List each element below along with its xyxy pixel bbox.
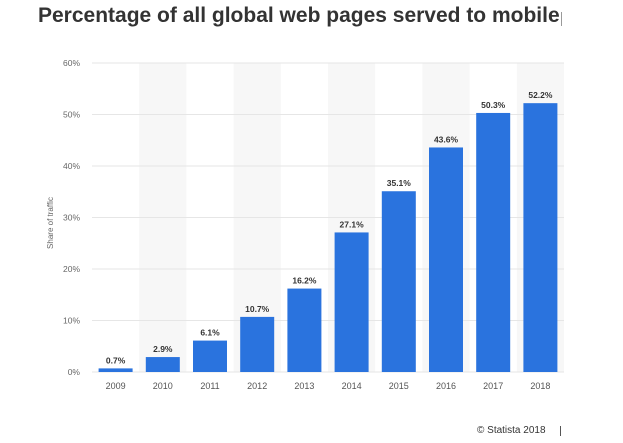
y-axis-label: Share of traffic bbox=[46, 197, 55, 249]
data-label-2016: 43.6% bbox=[434, 134, 459, 144]
bar-2010 bbox=[145, 357, 180, 372]
y-tick-labels: 0% 10% 20% 30% 40% 50% 60% bbox=[63, 58, 80, 377]
x-tick-label-2014: 2014 bbox=[342, 381, 362, 391]
bar-2011 bbox=[193, 340, 227, 372]
chart-title: Percentage of all global web pages serve… bbox=[38, 4, 560, 27]
data-labels: 0.7% 2.9% 6.1% 10.7% 16.2% 27.1% 35.1% 43.6% 50.… bbox=[106, 90, 553, 365]
title-edge-mark bbox=[561, 12, 562, 26]
bar-2009 bbox=[98, 368, 133, 372]
data-label-2017: 50.3% bbox=[481, 100, 506, 110]
x-tick-label-2018: 2018 bbox=[530, 381, 550, 391]
y-tick-label: 50% bbox=[63, 110, 80, 120]
y-tick-label: 40% bbox=[63, 161, 80, 171]
y-tick-label: 10% bbox=[63, 316, 80, 326]
data-label-2009: 0.7% bbox=[106, 355, 126, 365]
bar-2017 bbox=[476, 112, 511, 372]
data-label-2012: 10.7% bbox=[245, 304, 270, 314]
bar-2012 bbox=[240, 316, 275, 372]
data-label-2013: 16.2% bbox=[292, 276, 317, 286]
x-tick-label-2016: 2016 bbox=[436, 381, 456, 391]
statista-credit[interactable]: © Statista 2018 bbox=[477, 425, 546, 436]
y-tick-label: 60% bbox=[63, 58, 80, 68]
data-label-2010: 2.9% bbox=[153, 344, 173, 354]
data-label-2014: 27.1% bbox=[340, 219, 365, 229]
bar-2014 bbox=[334, 232, 369, 372]
y-tick-label: 20% bbox=[63, 264, 80, 274]
y-tick-label: 30% bbox=[63, 213, 80, 223]
data-label-2018: 52.2% bbox=[528, 90, 553, 100]
bar-2016 bbox=[429, 147, 463, 372]
y-tick-label: 0% bbox=[68, 367, 81, 377]
bars bbox=[98, 103, 558, 373]
x-tick-label-2013: 2013 bbox=[294, 381, 314, 391]
bar-2018 bbox=[523, 103, 558, 373]
x-tick-label-2017: 2017 bbox=[483, 381, 503, 391]
x-tick-label-2010: 2010 bbox=[153, 381, 173, 391]
x-tick-label-2011: 2011 bbox=[200, 381, 219, 391]
x-tick-labels: 2009 2010 2011 2012 2013 2014 2015 2016 2017 2018 bbox=[106, 381, 551, 391]
data-label-2015: 35.1% bbox=[387, 178, 412, 188]
x-tick-label-2009: 2009 bbox=[106, 381, 126, 391]
bar-2015 bbox=[381, 191, 416, 372]
credit-edge-mark bbox=[560, 426, 561, 436]
x-tick-label-2012: 2012 bbox=[247, 381, 267, 391]
data-label-2011: 6.1% bbox=[200, 328, 220, 338]
x-tick-label-2015: 2015 bbox=[389, 381, 409, 391]
bar-2013 bbox=[287, 288, 322, 372]
